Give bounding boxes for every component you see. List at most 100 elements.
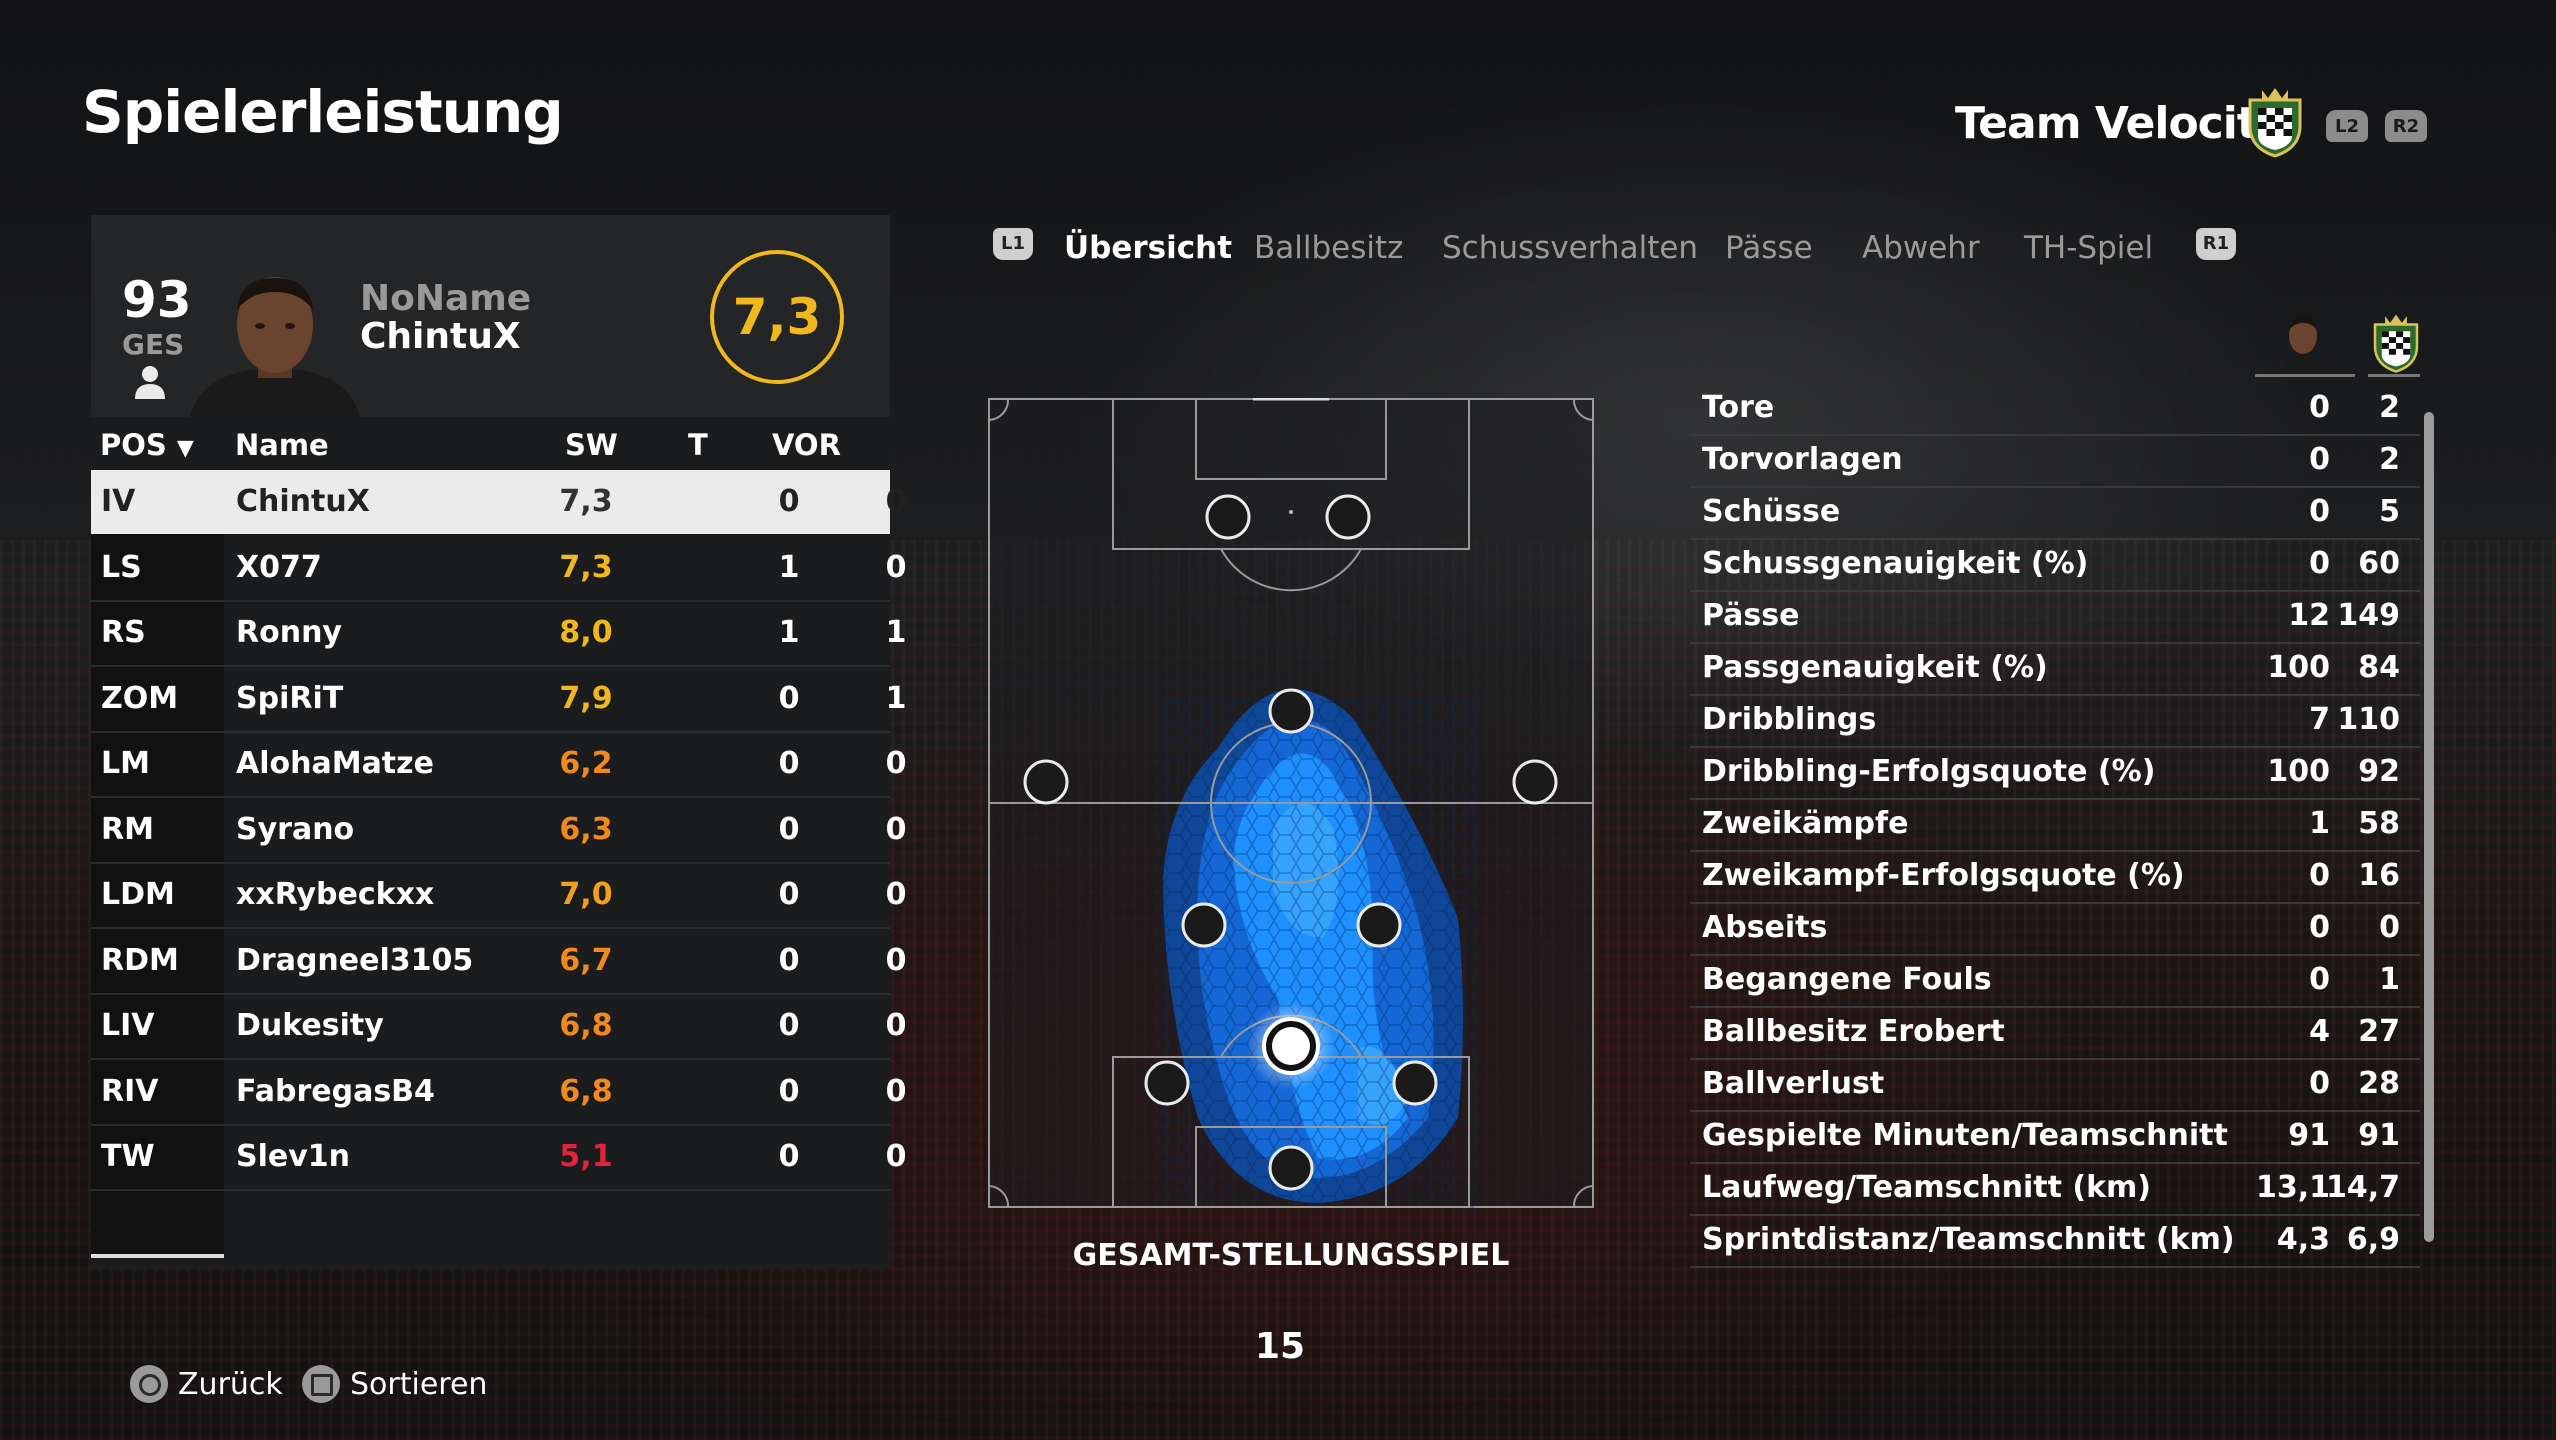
- table-row[interactable]: LIV Dukesity 6,8 0 0: [91, 994, 906, 1060]
- l1-button-icon[interactable]: L1: [993, 228, 1033, 260]
- stat-row: Gespielte Minuten/Teamschnitt 91 91: [1690, 1110, 2420, 1164]
- row-t: 0: [778, 484, 800, 519]
- stat-player-value: 4: [2309, 1014, 2330, 1049]
- player-name-line2: ChintuX: [360, 316, 521, 357]
- stat-player-value: 0: [2309, 546, 2330, 581]
- table-row[interactable]: LM AlohaMatze 6,2 0 0: [91, 732, 906, 798]
- stat-player-value: 100: [2267, 650, 2330, 685]
- tab-abwehr[interactable]: Abwehr: [1862, 230, 1980, 266]
- stat-label: Schussgenauigkeit (%): [1702, 546, 2089, 581]
- stat-label: Torvorlagen: [1702, 442, 1903, 477]
- stat-team-value: 5: [2379, 494, 2400, 529]
- stat-team-value: 0: [2379, 910, 2400, 945]
- row-pos: RIV: [101, 1073, 159, 1109]
- pitch-heatmap: [988, 398, 1594, 1208]
- table-row[interactable]: IV ChintuX 7,3 0 0: [91, 470, 906, 534]
- stat-team-value: 110: [2337, 702, 2400, 737]
- row-vor: 0: [885, 1139, 907, 1174]
- stat-team-value: 16: [2358, 858, 2400, 893]
- row-t: 1: [778, 615, 800, 650]
- stat-label: Schüsse: [1702, 494, 1841, 529]
- tab-th-spiel[interactable]: TH-Spiel: [2024, 230, 2154, 266]
- header-name[interactable]: Name: [235, 428, 329, 462]
- tab-schussverhalten[interactable]: Schussverhalten: [1442, 230, 1699, 266]
- stat-label: Zweikämpfe: [1702, 806, 1909, 841]
- stat-player-value: 0: [2309, 494, 2330, 529]
- stat-label: Pässe: [1702, 598, 1800, 633]
- stat-row: Dribbling-Erfolgsquote (%) 100 92: [1690, 746, 2420, 800]
- row-pos: RM: [101, 811, 154, 847]
- row-name: Dukesity: [236, 1008, 384, 1043]
- stat-team-value: 58: [2358, 806, 2400, 841]
- table-row[interactable]: TW Slev1n 5,1 0 0: [91, 1125, 906, 1191]
- stat-label: Abseits: [1702, 910, 1828, 945]
- table-row[interactable]: ZOM SpiRiT 7,9 0 1: [91, 667, 906, 733]
- row-pos: RDM: [101, 942, 179, 978]
- sort-button[interactable]: Sortieren: [302, 1365, 487, 1403]
- tab-uebersicht[interactable]: Übersicht: [1064, 230, 1233, 266]
- player-dot-ldm: [1181, 902, 1227, 948]
- stat-label: Gespielte Minuten/Teamschnitt: [1702, 1118, 2228, 1153]
- stat-team-value: 149: [2337, 598, 2400, 633]
- row-vor: 1: [885, 680, 907, 716]
- r1-button-icon[interactable]: R1: [2196, 228, 2236, 260]
- row-vor: 1: [885, 615, 907, 650]
- team-column-divider: [2368, 374, 2420, 377]
- table-row[interactable]: LS X077 7,3 1 0: [91, 536, 906, 602]
- row-t: 0: [778, 1008, 800, 1043]
- table-row[interactable]: RDM Dragneel3105 6,7 0 0: [91, 929, 906, 995]
- stat-team-value: 27: [2358, 1014, 2400, 1049]
- tab-paesse[interactable]: Pässe: [1725, 230, 1813, 266]
- stat-player-value: 0: [2309, 390, 2330, 425]
- stat-row: Zweikampf-Erfolgsquote (%) 0 16: [1690, 850, 2420, 904]
- column-selection-indicator: [91, 1254, 224, 1258]
- stats-scrollbar-thumb[interactable]: [2424, 412, 2434, 1242]
- row-pos: TW: [101, 1139, 155, 1174]
- row-vor: 0: [885, 811, 907, 847]
- row-name: ChintuX: [236, 484, 370, 519]
- back-button[interactable]: Zurück: [130, 1365, 283, 1403]
- player-portrait: [190, 277, 360, 417]
- l2-trigger-icon[interactable]: L2: [2326, 110, 2368, 142]
- row-t: 1: [778, 549, 800, 585]
- pitch-lines: [988, 398, 1594, 1208]
- tab-ballbesitz[interactable]: Ballbesitz: [1254, 230, 1404, 266]
- row-sw: 5,1: [559, 1139, 613, 1174]
- player-dot-rdm: [1356, 902, 1402, 948]
- header-sw[interactable]: SW: [565, 428, 618, 462]
- stat-row: Ballbesitz Erobert 4 27: [1690, 1006, 2420, 1060]
- stat-player-value: 0: [2309, 442, 2330, 477]
- row-vor: 0: [885, 746, 907, 781]
- table-row[interactable]: LDM xxRybeckxx 7,0 0 0: [91, 863, 906, 929]
- r2-trigger-icon[interactable]: R2: [2385, 110, 2427, 142]
- stat-player-value: 4,3: [2276, 1222, 2330, 1257]
- row-vor: 0: [885, 942, 907, 978]
- stat-label: Ballverlust: [1702, 1066, 1885, 1101]
- row-vor: 0: [885, 877, 907, 912]
- row-sw: 7,3: [559, 484, 613, 519]
- player-dot-riv: [1392, 1060, 1438, 1106]
- row-sw: 6,3: [559, 811, 613, 847]
- player-avatar-icon: [2280, 316, 2326, 374]
- row-sw: 7,0: [559, 877, 613, 912]
- stat-row: Passgenauigkeit (%) 100 84: [1690, 642, 2420, 696]
- stat-team-value: 84: [2358, 650, 2400, 685]
- stat-row: Tore 0 2: [1690, 382, 2420, 436]
- stat-player-value: 13,1: [2255, 1170, 2330, 1205]
- stat-team-value: 6,9: [2346, 1222, 2400, 1257]
- table-row[interactable]: RS Ronny 8,0 1 1: [91, 601, 906, 667]
- stat-row: Dribblings 7 110: [1690, 694, 2420, 748]
- row-vor: 0: [885, 549, 907, 585]
- row-name: Ronny: [236, 615, 342, 650]
- row-t: 0: [778, 811, 800, 847]
- page-number: 15: [1254, 1326, 1306, 1367]
- row-name: AlohaMatze: [236, 746, 434, 781]
- header-pos[interactable]: POS ▼: [100, 428, 194, 462]
- header-t[interactable]: T: [688, 428, 708, 462]
- table-row[interactable]: RIV FabregasB4 6,8 0 0: [91, 1060, 906, 1126]
- page-title: Spielerleistung: [82, 78, 564, 146]
- header-vor[interactable]: VOR: [772, 428, 841, 462]
- table-row[interactable]: RM Syrano 6,3 0 0: [91, 798, 906, 864]
- row-t: 0: [778, 942, 800, 978]
- team-crest-icon: [2244, 86, 2306, 158]
